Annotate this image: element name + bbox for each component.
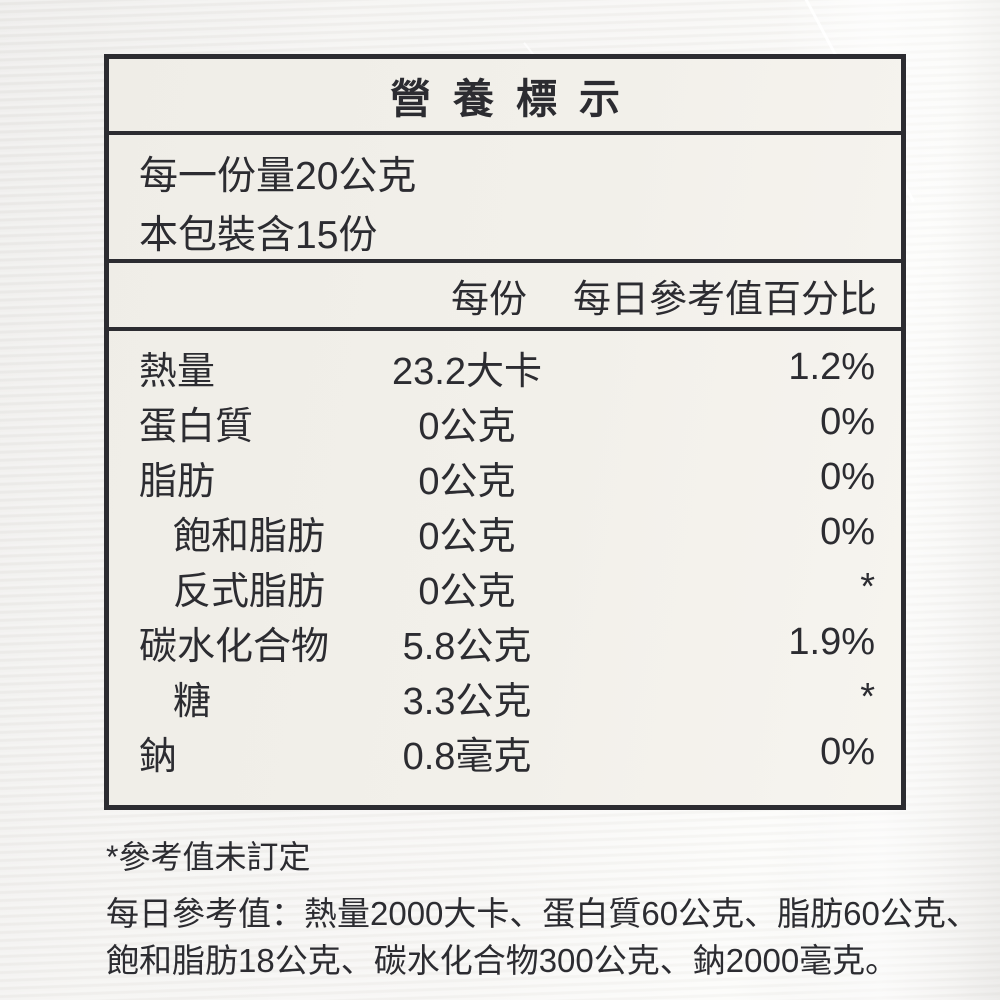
nutrient-name: 脂肪 (139, 461, 216, 503)
nutrient-name: 糖 (173, 681, 212, 723)
table-row-trans-fat: 反式脂肪 0公克 * (109, 560, 901, 615)
serving-size-line: 每一份量20公克 (139, 155, 417, 198)
footnotes-section: *參考值未訂定 每日參考值：熱量2000大卡、蛋白質60公克、脂肪60公克、 飽… (106, 832, 979, 985)
nutrient-name: 鈉 (139, 736, 178, 778)
footnote-daily-reference-line-1: 每日參考值：熱量2000大卡、蛋白質60公克、脂肪60公克、 (106, 895, 979, 932)
footnote-daily-reference-line-2: 飽和脂肪18公克、碳水化合物300公克、鈉2000毫克。 (106, 941, 899, 979)
serving-info-section: 每一份量20公克 本包裝含15份 (109, 135, 901, 263)
table-row-sugar: 糖 3.3公克 * (109, 670, 901, 725)
nutrient-dv: 0% (820, 456, 875, 498)
table-row-carbohydrate: 碳水化合物 5.8公克 1.9% (109, 615, 901, 670)
nutrient-dv: 1.9% (788, 621, 875, 663)
nutrient-name: 反式脂肪 (173, 571, 326, 613)
nutrient-amount: 0公克 (418, 571, 516, 613)
nutrition-table: 營養標示 每一份量20公克 本包裝含15份 每份 每日參考值百分比 熱量 23.… (104, 54, 906, 810)
table-row-protein: 蛋白質 0公克 0% (109, 395, 901, 450)
nutrition-table-title-row: 營養標示 (109, 59, 901, 135)
table-row-sodium: 鈉 0.8毫克 0% (109, 725, 901, 780)
footnote-asterisk: *參考值未訂定 (106, 839, 311, 875)
nutrient-amount: 0.8毫克 (402, 736, 532, 778)
nutrient-amount: 0公克 (418, 461, 516, 503)
nutrient-name: 蛋白質 (139, 406, 254, 448)
servings-per-package-line: 本包裝含15份 (139, 213, 378, 257)
table-row-fat: 脂肪 0公克 0% (109, 450, 901, 505)
nutrition-table-title: 營養標示 (390, 76, 642, 122)
table-row-saturated-fat: 飽和脂肪 0公克 0% (109, 505, 901, 560)
nutrient-dv: 0% (820, 401, 875, 443)
nutrient-name: 熱量 (139, 351, 216, 393)
nutrient-amount: 0公克 (418, 406, 516, 448)
column-header-row: 每份 每日參考值百分比 (109, 263, 901, 331)
nutrient-dv: 0% (820, 731, 875, 773)
nutrient-name: 飽和脂肪 (173, 516, 326, 558)
per-serving-column-header: 每份 (450, 278, 527, 321)
nutrient-amount: 3.3公克 (402, 681, 532, 723)
daily-value-column-header: 每日參考值百分比 (572, 278, 877, 321)
nutrient-dv: 1.2% (788, 346, 875, 388)
nutrient-name: 碳水化合物 (139, 626, 330, 668)
nutrient-dv: * (860, 566, 875, 608)
nutrient-amount: 0公克 (418, 516, 516, 558)
nutrient-amount: 5.8公克 (402, 626, 532, 668)
nutrient-dv: * (860, 676, 875, 718)
nutrient-amount: 23.2大卡 (392, 351, 542, 393)
nutrient-dv: 0% (820, 511, 875, 553)
table-row-calories: 熱量 23.2大卡 1.2% (109, 340, 901, 395)
nutrient-rows-section: 熱量 23.2大卡 1.2% 蛋白質 0公克 0% 脂肪 0公克 0% 飽和脂肪… (109, 331, 901, 805)
